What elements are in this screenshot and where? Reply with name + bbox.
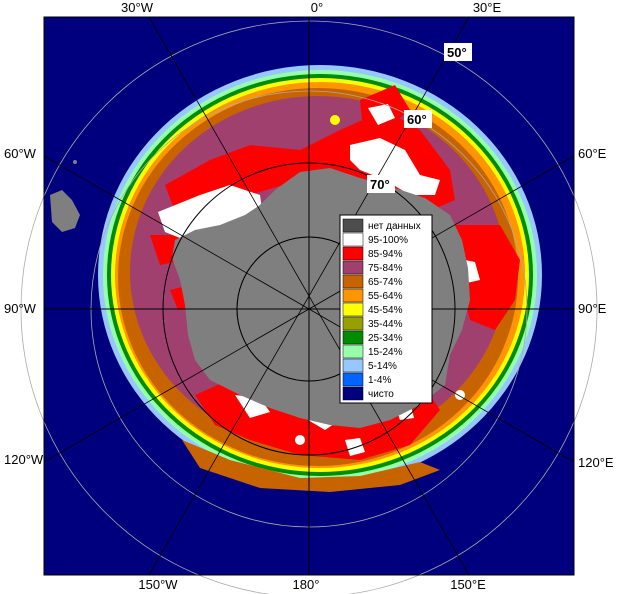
lon-label-bottom-180: 180° (293, 577, 320, 592)
legend-swatch (342, 274, 364, 289)
antarctic-peninsula (255, 190, 282, 218)
legend-swatch (342, 260, 364, 275)
legend: нет данных 95-100% 85-94% 75-84% 65-74% 55-64… (339, 214, 433, 404)
legend-label: 75-84% (368, 263, 403, 274)
graticule (20, 16, 598, 594)
legend-label: 65-74% (368, 277, 403, 288)
legend-swatch (342, 358, 364, 373)
legend-label: 55-64% (368, 291, 403, 302)
legend-label: 95-100% (368, 235, 408, 246)
legend-label: 15-24% (368, 347, 403, 358)
legend-label: 25-34% (368, 333, 403, 344)
legend-label: 85-94% (368, 249, 403, 260)
small-island (73, 160, 77, 164)
legend-label: 5-14% (368, 361, 397, 372)
legend-label: нет данных (368, 221, 421, 232)
legend-swatch (342, 302, 364, 317)
lon-label-right-120e: 120°E (578, 455, 614, 470)
lon-label-left-120w: 120°W (4, 452, 44, 467)
lon-label-left-60w: 60°W (4, 146, 37, 161)
legend-swatch (342, 386, 364, 401)
lon-label-top-30w: 30°W (121, 0, 154, 15)
lon-label-right-60e: 60°E (578, 146, 607, 161)
legend-swatch (342, 288, 364, 303)
map-border (43, 16, 575, 576)
lat-label-60: 60° (407, 112, 427, 127)
south-america-land (50, 190, 80, 232)
legend-swatch (342, 330, 364, 345)
lon-label-bottom-150e: 150°E (450, 577, 486, 592)
lat-label-50-bg (444, 43, 472, 61)
lat-label-70: 70° (370, 177, 390, 192)
lon-label-top-30e: 30°E (473, 0, 502, 15)
legend-label: 1-4% (368, 375, 391, 386)
legend-swatch (342, 218, 364, 233)
legend-swatch (342, 316, 364, 331)
lon-label-right-90e: 90°E (578, 301, 607, 316)
lon-label-bottom-150w: 150°W (138, 577, 178, 592)
lat-label-70-bg (367, 175, 395, 193)
lat-label-50: 50° (447, 45, 467, 60)
legend-label: чисто (368, 389, 394, 400)
legend-label: 35-44% (368, 319, 403, 330)
lon-label-top-0: 0° (311, 0, 323, 15)
legend-swatch (342, 372, 364, 387)
legend-swatch (342, 232, 364, 247)
legend-swatch (342, 246, 364, 261)
legend-swatch (342, 344, 364, 359)
legend-label: 45-54% (368, 305, 403, 316)
lat-label-60-bg (404, 110, 432, 128)
lon-label-left-90w: 90°W (4, 301, 37, 316)
